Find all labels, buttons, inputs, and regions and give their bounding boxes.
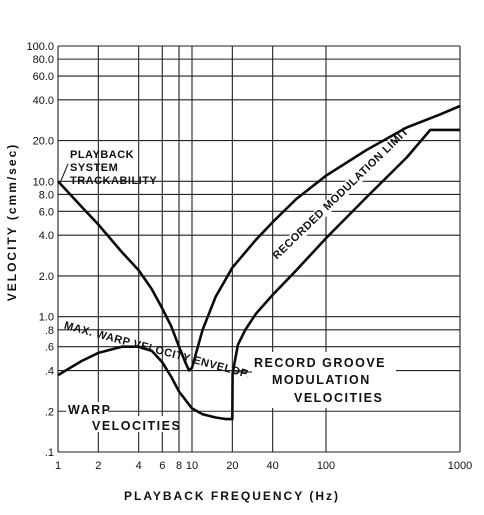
- y-tick-label: 2.0: [39, 271, 54, 283]
- y-tick-labels: 100.080.0 60.0 40.0 20.0 10.08.0 6.0 4.0 2.0 1.0…: [26, 41, 54, 459]
- annotation-playback-line-3: TRACKABILITY: [70, 175, 157, 187]
- x-axis-label: PLAYBACK FREQUENCY (Hz): [124, 489, 340, 503]
- y-tick-label: .4: [45, 366, 54, 378]
- annotation-playback-line-1: PLAYBACK: [70, 149, 134, 161]
- annotation-recorded-modulation-limit: RECORDED MODULATION LIMIT: [271, 126, 412, 262]
- y-tick-label: 80.0: [33, 54, 54, 66]
- annotation-playback-trackability: PLAYBACK SYSTEM TRACKABILITY: [59, 149, 157, 187]
- annotation-max-warp-envelope: MAX. WARP VELOCITY ENVELOPE: [63, 320, 257, 383]
- x-tick-label: 20: [226, 460, 238, 472]
- y-tick-label: .2: [45, 406, 54, 418]
- y-tick-label: 60.0: [33, 71, 54, 83]
- series-line-1: [57, 104, 461, 372]
- y-tick-label: 100.0: [26, 41, 54, 53]
- x-tick-label: 8: [176, 460, 182, 472]
- x-tick-labels: 1 2 4 6 8 10 20 40 100 1000: [55, 460, 472, 472]
- y-tick-label: .1: [45, 447, 54, 459]
- annotation-recorded-modulation-text: RECORDED MODULATION LIMIT: [271, 126, 412, 262]
- annotation-playback-line-2: SYSTEM: [70, 162, 118, 174]
- x-tick-label: 100: [317, 460, 335, 472]
- y-tick-label: .8: [45, 325, 54, 337]
- x-tick-label: 1000: [448, 460, 472, 472]
- series-group: [57, 104, 461, 421]
- annotation-record-groove: RECORD GROOVE MODULATION VELOCITIES: [234, 352, 396, 408]
- y-tick-label: 10.0: [33, 176, 54, 188]
- annotation-warp-velocities: WARP VELOCITIES: [66, 402, 181, 433]
- x-tick-label: 2: [95, 460, 101, 472]
- annotation-record-groove-line-1: RECORD GROOVE: [254, 356, 386, 370]
- y-tick-label: 6.0: [39, 206, 54, 218]
- x-tick-label: 6: [159, 460, 165, 472]
- series-line-2: [57, 128, 460, 421]
- annotation-warp-line-2: VELOCITIES: [92, 419, 181, 433]
- y-tick-label: 20.0: [33, 136, 54, 148]
- x-tick-label: 4: [136, 460, 142, 472]
- x-tick-label: 10: [186, 460, 198, 472]
- y-tick-label: 40.0: [33, 95, 54, 107]
- annotation-max-warp-text: MAX. WARP VELOCITY ENVELOPE: [63, 320, 257, 383]
- x-tick-label: 40: [267, 460, 279, 472]
- y-tick-label: 8.0: [39, 189, 54, 201]
- x-tick-label: 1: [55, 460, 61, 472]
- annotation-record-groove-line-2: MODULATION: [272, 373, 371, 387]
- y-tick-label: 4.0: [39, 230, 54, 242]
- y-tick-label: 1.0: [39, 312, 54, 324]
- annotation-warp-line-1: WARP: [68, 403, 112, 417]
- grid: [57, 45, 461, 453]
- annotation-record-groove-line-3: VELOCITIES: [294, 391, 383, 405]
- y-tick-label: .6: [45, 342, 54, 354]
- y-axis-label: VELOCITY (cmm/sec): [5, 143, 19, 301]
